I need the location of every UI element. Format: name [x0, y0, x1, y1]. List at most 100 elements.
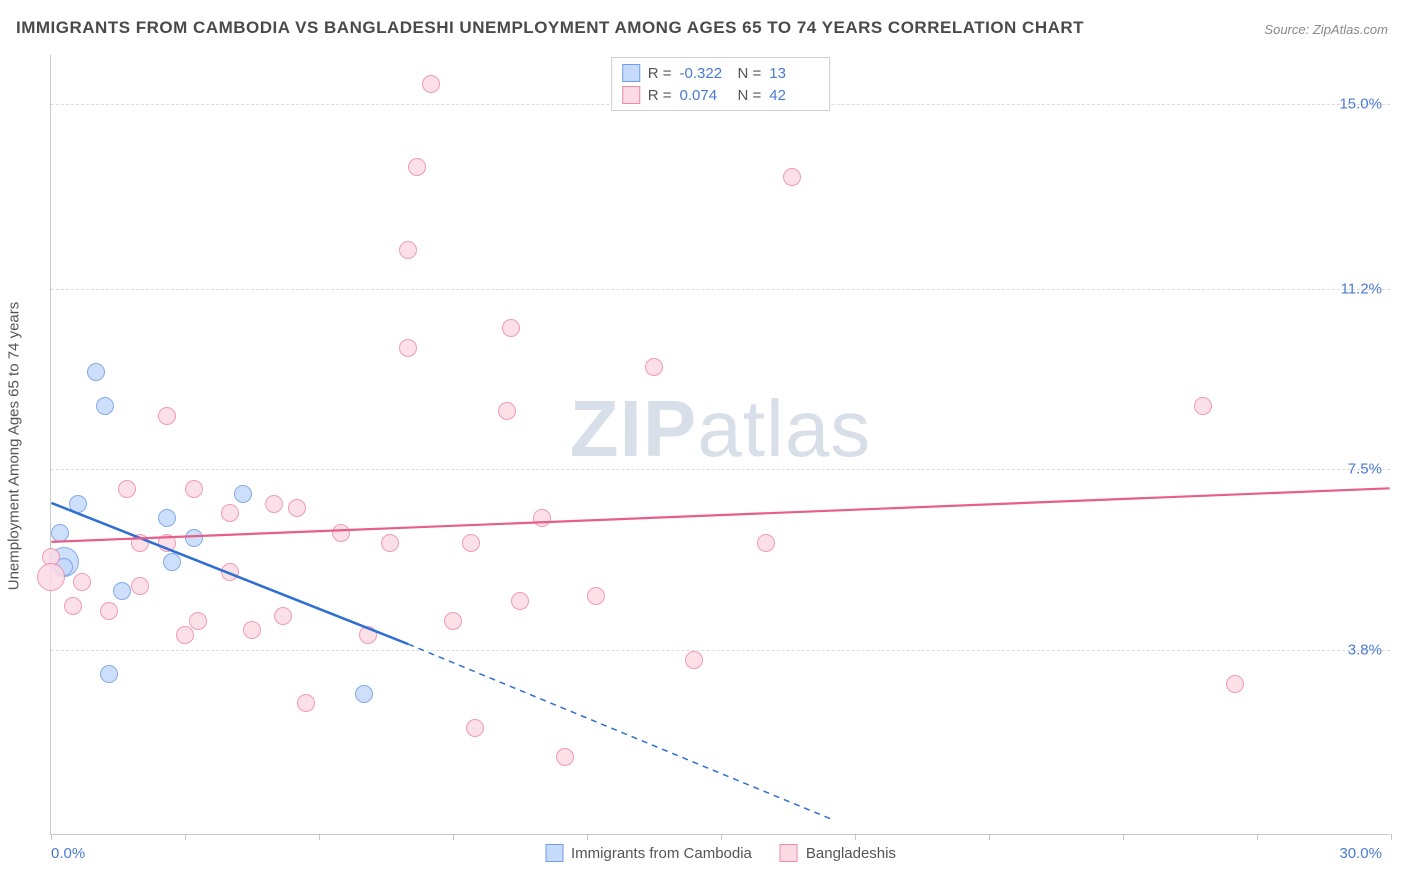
x-tick [721, 834, 722, 840]
data-point [131, 534, 149, 552]
gridline [51, 469, 1390, 470]
x-tick [1391, 834, 1392, 840]
data-point [297, 694, 315, 712]
y-axis-title: Unemployment Among Ages 65 to 74 years [6, 302, 23, 591]
source-label: Source: [1264, 22, 1309, 37]
series-legend: Immigrants from Cambodia Bangladeshis [545, 844, 896, 862]
data-point [265, 495, 283, 513]
data-point [533, 509, 551, 527]
x-tick [1123, 834, 1124, 840]
r-value: -0.322 [680, 65, 730, 82]
watermark: ZIPatlas [570, 383, 871, 475]
source-value: ZipAtlas.com [1313, 22, 1388, 37]
data-point [498, 402, 516, 420]
data-point [158, 407, 176, 425]
data-point [399, 339, 417, 357]
data-point [502, 319, 520, 337]
data-point [444, 612, 462, 630]
y-tick-label: 7.5% [1348, 461, 1382, 478]
data-point [96, 397, 114, 415]
data-point [381, 534, 399, 552]
gridline [51, 289, 1390, 290]
correlation-legend: R = -0.322 N = 13 R = 0.074 N = 42 [611, 57, 831, 111]
x-tick [587, 834, 588, 840]
n-value: 42 [769, 87, 819, 104]
n-label: N = [738, 87, 762, 104]
data-point [234, 485, 252, 503]
r-label: R = [648, 87, 672, 104]
legend-label: Immigrants from Cambodia [571, 845, 752, 862]
data-point [332, 524, 350, 542]
data-point [189, 612, 207, 630]
plot-area: ZIPatlas R = -0.322 N = 13 R = 0.074 N = 42 0.0… [50, 55, 1390, 835]
source-attribution: Source: ZipAtlas.com [1264, 22, 1388, 37]
x-tick [855, 834, 856, 840]
r-value: 0.074 [680, 87, 730, 104]
data-point [399, 241, 417, 259]
data-point [163, 553, 181, 571]
data-point [158, 534, 176, 552]
regression-lines [51, 55, 1390, 834]
data-point [243, 621, 261, 639]
data-point [355, 685, 373, 703]
data-point [757, 534, 775, 552]
data-point [685, 651, 703, 669]
data-point [1194, 397, 1212, 415]
legend-label: Bangladeshis [806, 845, 896, 862]
x-tick [51, 834, 52, 840]
data-point [185, 529, 203, 547]
data-point [587, 587, 605, 605]
x-tick [1257, 834, 1258, 840]
data-point [100, 665, 118, 683]
legend-swatch [780, 844, 798, 862]
x-axis-min-label: 0.0% [51, 845, 85, 862]
data-point [131, 577, 149, 595]
legend-item: Immigrants from Cambodia [545, 844, 752, 862]
data-point [274, 607, 292, 625]
chart-title: IMMIGRANTS FROM CAMBODIA VS BANGLADESHI … [16, 18, 1084, 38]
y-tick-label: 3.8% [1348, 641, 1382, 658]
r-label: R = [648, 65, 672, 82]
data-point [69, 495, 87, 513]
legend-item: Bangladeshis [780, 844, 896, 862]
y-tick-label: 11.2% [1341, 281, 1382, 298]
data-point [37, 563, 65, 591]
legend-swatch [622, 86, 640, 104]
legend-swatch [545, 844, 563, 862]
data-point [221, 504, 239, 522]
data-point [158, 509, 176, 527]
x-tick [989, 834, 990, 840]
legend-swatch [622, 64, 640, 82]
y-tick-label: 15.0% [1339, 95, 1382, 112]
data-point [185, 480, 203, 498]
x-tick [319, 834, 320, 840]
data-point [556, 748, 574, 766]
data-point [511, 592, 529, 610]
x-axis-max-label: 30.0% [1339, 845, 1382, 862]
data-point [64, 597, 82, 615]
data-point [359, 626, 377, 644]
data-point [100, 602, 118, 620]
data-point [221, 563, 239, 581]
gridline [51, 650, 1390, 651]
data-point [118, 480, 136, 498]
data-point [51, 524, 69, 542]
data-point [113, 582, 131, 600]
data-point [783, 168, 801, 186]
data-point [1226, 675, 1244, 693]
data-point [462, 534, 480, 552]
data-point [73, 573, 91, 591]
data-point [466, 719, 484, 737]
data-point [176, 626, 194, 644]
n-value: 13 [769, 65, 819, 82]
data-point [87, 363, 105, 381]
x-tick [185, 834, 186, 840]
legend-row: R = -0.322 N = 13 [622, 62, 820, 84]
x-tick [453, 834, 454, 840]
data-point [408, 158, 426, 176]
n-label: N = [738, 65, 762, 82]
legend-row: R = 0.074 N = 42 [622, 84, 820, 106]
data-point [422, 75, 440, 93]
data-point [288, 499, 306, 517]
data-point [645, 358, 663, 376]
